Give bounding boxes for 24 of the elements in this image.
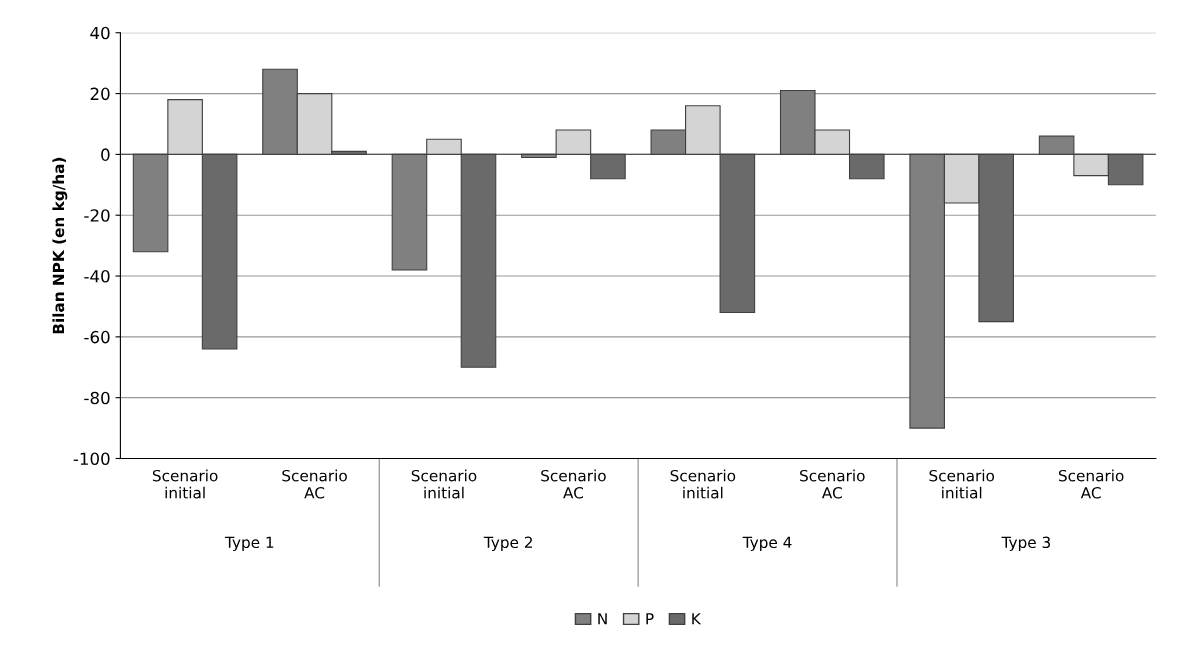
y-tick-label: -100 xyxy=(73,452,110,466)
y-tick-label: 40 xyxy=(90,26,110,40)
text: Type 2 xyxy=(483,536,532,552)
y-tick-label: 20 xyxy=(90,87,110,101)
y-tick-label: -60 xyxy=(84,330,110,344)
legend-label: K xyxy=(692,613,702,625)
y-axis-title: Bilan NPK (en kg/ha) xyxy=(52,157,68,334)
legend-label: N xyxy=(598,613,607,625)
y-tick-label: -40 xyxy=(84,270,110,283)
x-tick-label: Scenario AC xyxy=(282,469,347,499)
legend-label: P xyxy=(646,613,654,625)
y-tick-label: 0 xyxy=(101,148,110,161)
x-tick-label: Scenario initial xyxy=(152,469,218,499)
x-tick-label: Scenario initial xyxy=(929,469,995,499)
text: Type 1 xyxy=(224,536,274,552)
y-tick-label: -80 xyxy=(84,391,110,405)
x-tick-label: Scenario AC xyxy=(800,469,865,499)
text: Type 3 xyxy=(1001,536,1051,552)
x-tick-label: Scenario initial xyxy=(670,469,736,499)
y-tick-label: -20 xyxy=(84,209,110,222)
text: Type 4 xyxy=(742,536,792,552)
x-tick-label: Scenario AC xyxy=(1058,469,1124,499)
x-tick-label: Scenario initial xyxy=(411,469,477,499)
x-tick-label: Scenario AC xyxy=(541,469,606,499)
